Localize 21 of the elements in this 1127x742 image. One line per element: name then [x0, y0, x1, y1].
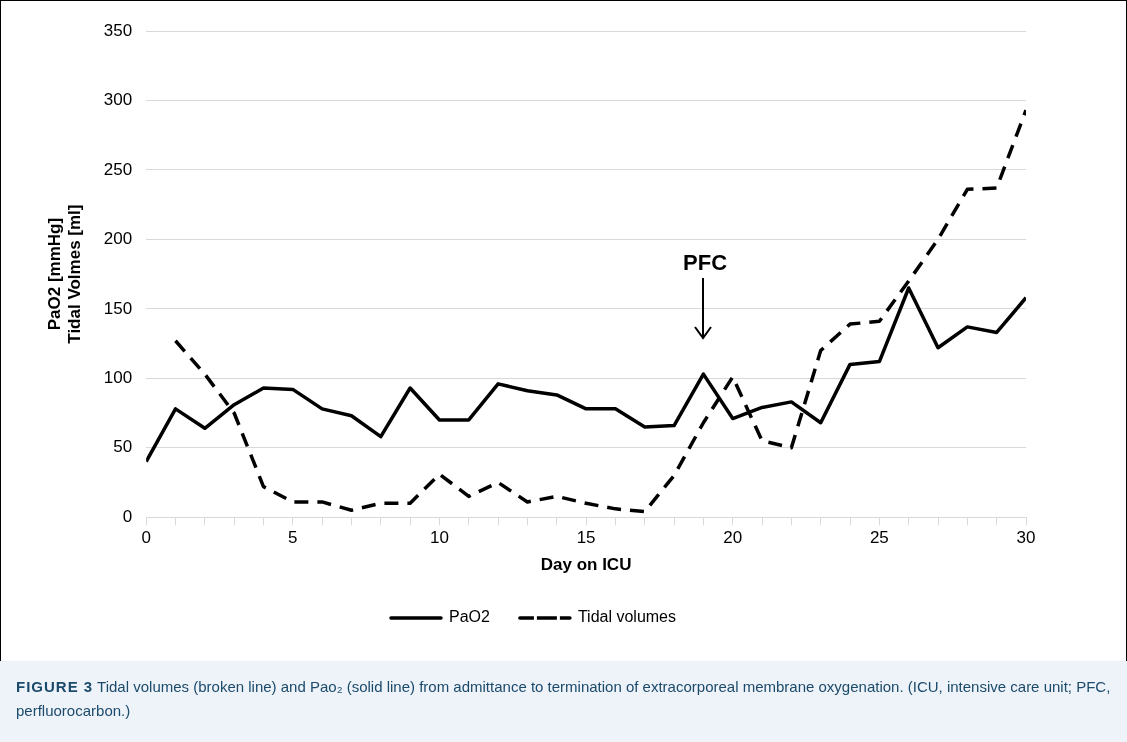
y-tick-label: 250	[103, 159, 133, 179]
x-tick-label: 20	[723, 528, 743, 548]
x-tick-label: 25	[869, 528, 889, 548]
x-tick-label: 5	[288, 528, 298, 548]
y-tick-label: 0	[122, 506, 133, 526]
x-tick-label: 10	[429, 528, 449, 548]
y-tick-label: 200	[103, 229, 133, 249]
annotation: PFC	[683, 250, 728, 276]
x-tick-label: 30	[1016, 528, 1036, 548]
legend-label: PaO2	[448, 608, 490, 626]
y-tick-label: 50	[113, 437, 133, 457]
y-tick-label: 350	[103, 20, 133, 40]
x-axis-title: Day on ICU	[540, 555, 632, 575]
legend-label: Tidal volumes	[577, 608, 677, 626]
y-tick-label: 100	[103, 367, 133, 387]
y-tick-label: 150	[103, 298, 133, 318]
x-tick-label: 15	[576, 528, 596, 548]
caption: FIGURE 3 Tidal volumes (broken line) and Pao₂ (solid line) from admittance to termination of extracorporeal membrane oxygenation. (ICU, intensive care unit; PFC, perfluorocarbon.)	[0, 661, 1127, 742]
x-tick-label: 0	[141, 528, 151, 548]
y-tick-label: 300	[103, 90, 133, 110]
y-axis-title: PaO2 [mmHg] Tidal Volmes [ml]	[44, 204, 85, 344]
